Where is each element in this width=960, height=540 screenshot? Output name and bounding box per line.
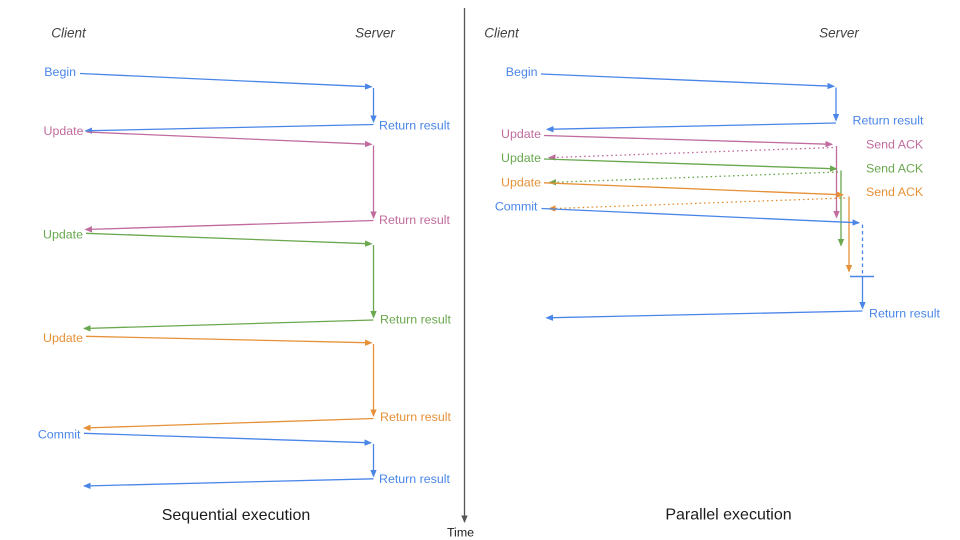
left-begin-return-label: Return result <box>379 119 450 133</box>
right-update2-ack-line <box>548 171 839 186</box>
time-axis-label: Time <box>447 526 474 540</box>
right-caption: Parallel execution <box>665 507 791 524</box>
right-update3-ack-label: Send ACK <box>866 185 924 199</box>
right-update2-request-line <box>543 158 838 172</box>
left-update3-return-line <box>83 417 374 431</box>
left-client-header: Client <box>51 26 87 41</box>
left-update2-label: Update <box>43 227 83 241</box>
left-update1-label: Update <box>44 124 84 138</box>
left-commit-return-label: Return result <box>379 472 450 486</box>
right-commit-return-label: Return result <box>869 307 940 321</box>
left-update3-request-line <box>85 335 373 346</box>
left-update2-request-line <box>85 232 373 247</box>
left-update3-return-label: Return result <box>380 410 451 424</box>
left-update2-return-line <box>83 319 374 332</box>
left-server-header: Server <box>355 26 395 41</box>
right-begin-return-label: Return result <box>853 114 924 128</box>
left-commit-request-line <box>83 432 372 446</box>
parallel-diagram: Client Server Begin Return result Update… <box>484 26 940 524</box>
left-commit-return-line <box>83 478 374 490</box>
right-update3-request-line <box>543 182 844 198</box>
right-client-header: Client <box>484 26 520 41</box>
left-update3-label: Update <box>43 331 83 345</box>
right-update3-label: Update <box>501 175 541 189</box>
right-commit-request-line <box>541 207 860 226</box>
right-update1-ack-label: Send ACK <box>866 138 924 152</box>
left-commit-label: Commit <box>38 427 81 441</box>
right-begin-request-line <box>540 73 835 90</box>
sequential-diagram: Client Server Begin Return result Update… <box>38 26 452 525</box>
left-update2-return-label: Return result <box>380 313 451 327</box>
right-update2-label: Update <box>501 151 541 165</box>
right-commit-return-line <box>545 310 863 321</box>
right-begin-label: Begin <box>506 65 538 79</box>
time-axis: Time <box>447 8 474 540</box>
right-begin-return-line <box>546 122 837 133</box>
right-update2-ack-label: Send ACK <box>866 162 924 176</box>
right-update3-ack-line <box>548 197 846 212</box>
left-caption: Sequential execution <box>162 507 311 524</box>
left-begin-request-line <box>79 72 373 90</box>
left-update1-return-line <box>84 219 374 233</box>
right-update1-request-line <box>543 134 833 148</box>
left-begin-label: Begin <box>44 65 76 79</box>
right-commit-label: Commit <box>495 199 538 213</box>
right-update1-ack-line <box>548 146 834 161</box>
left-update1-return-label: Return result <box>379 213 450 227</box>
right-server-header: Server <box>819 26 859 41</box>
right-update1-label: Update <box>501 127 541 141</box>
left-update1-request-line <box>86 131 373 148</box>
left-begin-return-line <box>84 123 374 134</box>
